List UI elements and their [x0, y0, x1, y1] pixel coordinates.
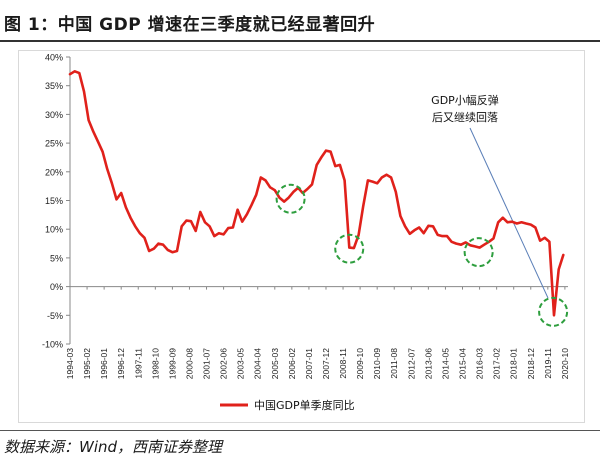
x-tick-label: 2017-02 — [492, 348, 502, 379]
y-tick-label: 40% — [45, 53, 63, 63]
x-tick-label: 2020-10 — [560, 348, 570, 379]
y-tick-label: 15% — [45, 196, 63, 206]
x-tick-label: 2018-12 — [526, 348, 536, 379]
x-tick-label: 2001-07 — [202, 348, 212, 379]
x-tick-label: 2010-09 — [372, 348, 382, 379]
y-tick-label: 5% — [50, 253, 63, 263]
x-tick-label: 2012-07 — [406, 348, 416, 379]
x-tick-label: 2008-11 — [338, 348, 348, 379]
x-tick-label: 2019-11 — [543, 348, 553, 379]
y-tick-label: 25% — [45, 139, 63, 149]
x-tick-label: 1995-02 — [82, 348, 92, 379]
x-tick-label: 1994-03 — [65, 348, 75, 379]
highlight-circle — [334, 233, 365, 264]
highlight-circle — [538, 296, 569, 327]
highlight-circle — [275, 183, 306, 214]
y-tick-label: 10% — [45, 225, 63, 235]
x-tick-label: 2018-01 — [509, 348, 519, 379]
x-tick-label: 2000-08 — [184, 348, 194, 379]
x-tick-label: 1998-10 — [150, 348, 160, 379]
x-tick-label: 2003-05 — [236, 348, 246, 379]
x-tick-label: 2007-12 — [321, 348, 331, 379]
x-tick-label: 2011-08 — [389, 348, 399, 379]
highlight-circles — [275, 183, 569, 327]
title-divider — [0, 40, 600, 42]
chart-frame — [18, 50, 585, 423]
x-tick-label: 1997-11 — [133, 348, 143, 379]
x-axis: 1994-03 1995-02 1996-01 1996-12 1997-11 1998-… — [65, 286, 570, 379]
x-tick-label: 2005-03 — [270, 348, 280, 379]
x-tick-label: 2016-03 — [475, 348, 485, 379]
y-tick-label: 0% — [50, 282, 63, 292]
y-tick-label: 30% — [45, 110, 63, 120]
y-tick-label: 20% — [45, 167, 63, 177]
annotation-line-2: 后又继续回落 — [432, 110, 498, 124]
x-tick-label: 2015-04 — [458, 348, 468, 379]
legend-label: 中国GDP单季度同比 — [254, 398, 355, 412]
x-tick-label: 2014-05 — [440, 348, 450, 379]
source-divider — [0, 430, 600, 431]
y-tick-label: -10% — [42, 340, 63, 350]
y-tick-label: -5% — [47, 311, 63, 321]
series-layer — [68, 70, 565, 317]
legend: 中国GDP单季度同比 — [220, 398, 355, 412]
x-tick-label: 2004-04 — [253, 348, 263, 379]
x-tick-label: 1996-12 — [116, 348, 126, 379]
y-axis: -10% -5% 0% 5% 10% 15% 20% 25% 30% 35% 40% — [42, 53, 71, 350]
x-tick-label: 2009-10 — [355, 348, 365, 379]
x-tick-label: 2006-02 — [287, 348, 297, 379]
x-tick-label: 2007-01 — [304, 348, 314, 379]
source-note: 数据来源：Wind，西南证券整理 — [4, 438, 223, 456]
annotation-line-1: GDP小幅反弹 — [431, 93, 499, 107]
x-tick-label: 2013-06 — [423, 348, 433, 379]
y-tick-label: 35% — [45, 81, 63, 91]
x-tick-label: 1999-09 — [167, 348, 177, 379]
series-line-gdp — [68, 70, 565, 317]
x-tick-label: 2002-06 — [219, 348, 229, 379]
highlight-circle — [463, 237, 494, 268]
figure-title: 图 1：中国 GDP 增速在三季度就已经显著回升 — [4, 15, 376, 35]
annotation-arrow — [469, 127, 549, 299]
x-tick-label: 1996-01 — [99, 348, 109, 379]
